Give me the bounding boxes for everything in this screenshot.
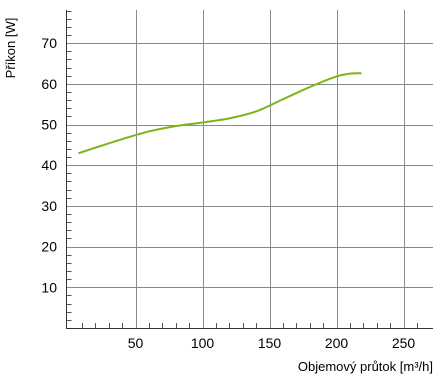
grid [66,10,433,328]
axes [66,10,433,329]
tick-labels: 50 100 150 200 250 10 20 30 40 50 60 70 [41,35,415,351]
x-tick-label: 100 [191,335,215,351]
y-tick-label: 60 [41,76,57,92]
x-tick-label: 250 [392,335,416,351]
x-tick-label: 150 [258,335,282,351]
y-tick-label: 70 [41,35,57,51]
y-axis-title: Příkon [W] [3,18,18,79]
minor-ticks [66,11,418,328]
y-tick-label: 50 [41,117,57,133]
y-tick-label: 10 [41,279,57,295]
x-tick-label: 200 [325,335,349,351]
y-tick-label: 30 [41,198,57,214]
series-layer [78,72,362,154]
x-axis-title: Objemový průtok [m³/h] [298,359,433,374]
y-tick-label: 20 [41,239,57,255]
x-tick-label: 50 [128,335,144,351]
y-tick-label: 40 [41,157,57,173]
series-line [78,72,362,154]
